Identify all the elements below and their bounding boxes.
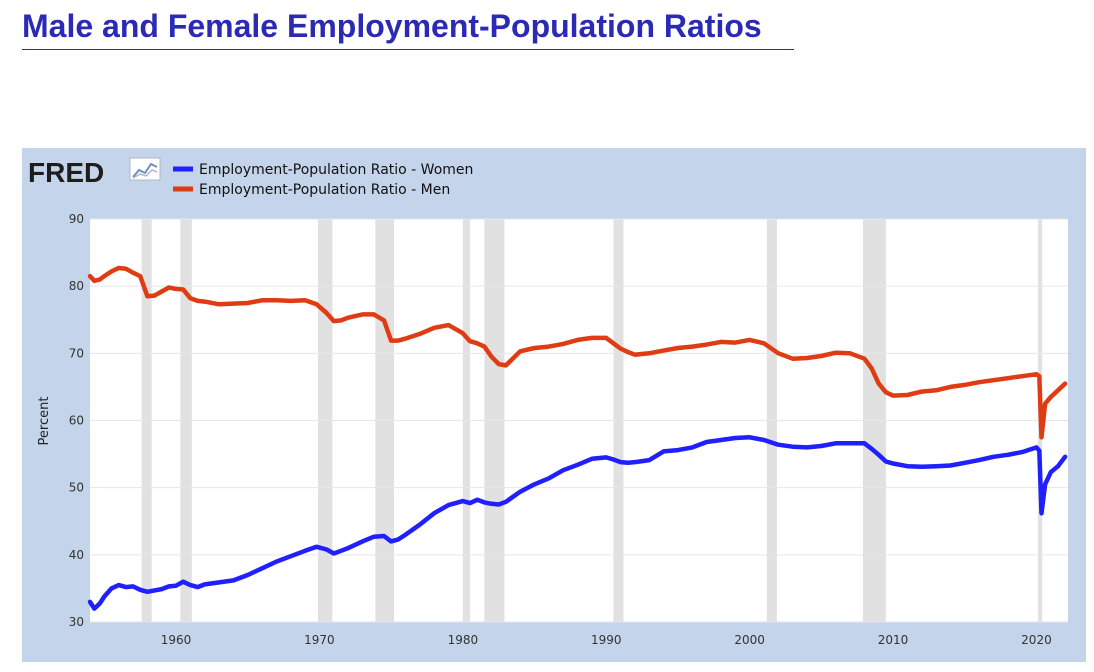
fred-logo: FRED [28,157,161,188]
y-axis-title: Percent [37,397,52,446]
y-tick-label-40: 40 [69,548,84,562]
y-tick-label-70: 70 [69,346,84,360]
y-tick-label-90: 90 [69,212,84,226]
fred-chart: FRED Employment-Population Ratio - Women… [28,157,1068,647]
legend-label-women: Employment-Population Ratio - Women [199,162,473,178]
x-axis-ticks: 1960 1970 1980 1990 2000 2010 2020 [161,633,1052,647]
y-tick-label-60: 60 [69,414,84,428]
x-tick-label-2020: 2020 [1021,633,1052,647]
x-tick-label-1970: 1970 [304,633,335,647]
grid-lines [90,218,1068,623]
y-tick-label-50: 50 [69,481,84,495]
chart-legend: Employment-Population Ratio - Women Empl… [173,162,473,198]
series-line-women [87,435,1068,611]
title-underline [22,49,794,50]
page-title: Male and Female Employment-Population Ra… [22,8,762,44]
legend-label-men: Employment-Population Ratio - Men [199,182,450,198]
y-axis-ticks: 30 40 50 60 70 80 90 [69,212,84,629]
x-tick-label-1980: 1980 [448,633,479,647]
x-tick-label-2000: 2000 [734,633,765,647]
x-tick-label-2010: 2010 [878,633,909,647]
chart-frame: FRED Employment-Population Ratio - Women… [22,148,1086,662]
x-tick-label-1960: 1960 [161,633,192,647]
y-tick-label-80: 80 [69,279,84,293]
series-line-men [87,265,1068,440]
series-lines [87,265,1068,611]
x-tick-label-1990: 1990 [591,633,622,647]
fred-logo-graph-icon [129,157,161,181]
fred-logo-text: FRED [28,157,104,188]
y-tick-label-30: 30 [69,615,84,629]
